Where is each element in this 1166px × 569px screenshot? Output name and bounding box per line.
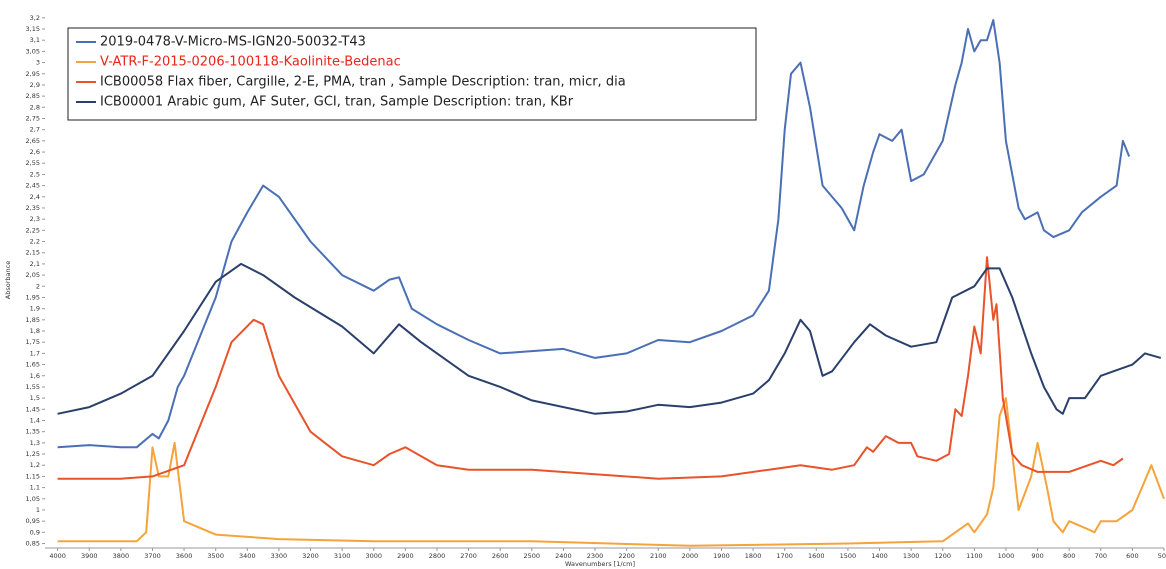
y-tick-label: 1,75 <box>26 338 40 346</box>
spectrum-line <box>57 19 1131 449</box>
y-tick-label: 2 <box>36 282 40 290</box>
y-tick-label: 2,85 <box>26 92 40 100</box>
x-tick-label: 900 <box>1031 552 1043 560</box>
y-tick-label: 2,8 <box>30 103 40 111</box>
y-tick-label: 1,6 <box>30 372 40 380</box>
x-tick-label: 1200 <box>934 552 951 560</box>
y-tick-label: 2,05 <box>26 271 40 279</box>
y-tick-label: 1,2 <box>30 461 40 469</box>
x-tick-label: 1900 <box>713 552 730 560</box>
y-tick-label: 2,15 <box>26 249 40 257</box>
x-tick-label: 2000 <box>682 552 699 560</box>
legend-box <box>67 27 757 121</box>
y-tick-label: 1,5 <box>30 394 40 402</box>
y-tick-label: 2,6 <box>30 148 40 156</box>
y-tick-label: 2,9 <box>30 81 40 89</box>
y-tick-label: 2,3 <box>30 215 40 223</box>
y-tick-label: 1,25 <box>26 450 40 458</box>
y-tick-label: 0,9 <box>30 528 40 536</box>
x-tick-label: 2300 <box>587 552 604 560</box>
spectrum-line <box>57 397 1165 547</box>
x-tick-label: 1500 <box>840 552 857 560</box>
y-tick-label: 2,35 <box>26 204 40 212</box>
x-tick-label: 3300 <box>271 552 288 560</box>
x-tick-label: 500 <box>1158 552 1166 560</box>
y-tick-label: 2,75 <box>26 114 40 122</box>
y-axis-title: Absorbance <box>4 261 12 299</box>
x-tick-label: 2100 <box>650 552 667 560</box>
y-tick-label: 2,7 <box>30 126 40 134</box>
y-tick-label: 3,2 <box>30 14 40 22</box>
x-tick-label: 3400 <box>239 552 256 560</box>
x-tick-label: 1400 <box>871 552 888 560</box>
x-tick-label: 2600 <box>492 552 509 560</box>
y-tick-label: 2,65 <box>26 137 40 145</box>
y-tick-label: 1,45 <box>26 405 40 413</box>
x-tick-label: 2900 <box>397 552 414 560</box>
y-tick-label: 1,85 <box>26 316 40 324</box>
y-tick-label: 3,05 <box>26 47 40 55</box>
legend-label: V-ATR-F-2015-0206-100118-Kaolinite-Beden… <box>100 55 401 70</box>
x-tick-label: 3200 <box>302 552 319 560</box>
y-tick-label: 3,1 <box>30 36 40 44</box>
x-tick-label: 1300 <box>903 552 920 560</box>
x-tick-label: 2800 <box>429 552 446 560</box>
x-tick-label: 4000 <box>49 552 66 560</box>
y-tick-label: 2,95 <box>26 70 40 78</box>
x-tick-label: 2400 <box>555 552 572 560</box>
x-tick-label: 3900 <box>81 552 98 560</box>
x-tick-label: 700 <box>1095 552 1107 560</box>
y-tick-label: 0,95 <box>26 517 40 525</box>
x-tick-label: 600 <box>1126 552 1138 560</box>
spectrum-line <box>57 256 1124 480</box>
y-tick-label: 1,55 <box>26 383 40 391</box>
spectrum-line <box>57 262 1162 415</box>
legend-label: ICB00058 Flax fiber, Cargille, 2-E, PMA,… <box>100 75 626 90</box>
x-tick-label: 3600 <box>176 552 193 560</box>
x-tick-label: 1800 <box>745 552 762 560</box>
y-tick-label: 2,2 <box>30 238 40 246</box>
x-tick-label: 1600 <box>808 552 825 560</box>
x-axis-title: Wavenumbers [1/cm] <box>565 560 635 568</box>
x-tick-label: 2500 <box>524 552 541 560</box>
x-tick-label: 2200 <box>618 552 635 560</box>
x-tick-label: 3500 <box>207 552 224 560</box>
y-tick-label: 2,4 <box>30 193 40 201</box>
y-tick-label: 1,9 <box>30 305 40 313</box>
y-tick-label: 3 <box>36 59 40 67</box>
x-tick-label: 3800 <box>113 552 130 560</box>
x-tick-label: 2700 <box>460 552 477 560</box>
y-tick-label: 1,65 <box>26 361 40 369</box>
y-tick-label: 1,4 <box>30 416 40 424</box>
x-tick-label: 800 <box>1063 552 1075 560</box>
x-tick-label: 3100 <box>334 552 351 560</box>
y-tick-label: 1 <box>36 506 40 514</box>
y-tick-label: 2,5 <box>30 170 40 178</box>
y-tick-label: 1,1 <box>30 484 40 492</box>
x-tick-label: 1100 <box>966 552 983 560</box>
y-tick-label: 1,7 <box>30 349 40 357</box>
y-tick-label: 0,85 <box>26 540 40 548</box>
y-tick-label: 1,8 <box>30 327 40 335</box>
y-tick-label: 2,25 <box>26 226 40 234</box>
y-tick-label: 2,1 <box>30 260 40 268</box>
y-tick-label: 2,55 <box>26 159 40 167</box>
y-tick-label: 3,15 <box>26 25 40 33</box>
y-tick-label: 1,3 <box>30 439 40 447</box>
x-tick-label: 1700 <box>776 552 793 560</box>
y-tick-label: 1,95 <box>26 293 40 301</box>
y-tick-label: 1,35 <box>26 428 40 436</box>
x-tick-label: 3700 <box>144 552 161 560</box>
y-tick-label: 2,45 <box>26 182 40 190</box>
legend-label: ICB00001 Arabic gum, AF Suter, GCI, tran… <box>100 95 574 110</box>
x-tick-label: 1000 <box>998 552 1015 560</box>
plot-lines <box>57 19 1165 547</box>
x-tick-label: 3000 <box>365 552 382 560</box>
y-tick-label: 1,15 <box>26 472 40 480</box>
legend: 2019-0478-V-Micro-MS-IGN20-50032-T43 V-AT… <box>76 35 626 110</box>
y-tick-label: 1,05 <box>26 495 40 503</box>
legend-label: 2019-0478-V-Micro-MS-IGN20-50032-T43 <box>100 35 366 50</box>
